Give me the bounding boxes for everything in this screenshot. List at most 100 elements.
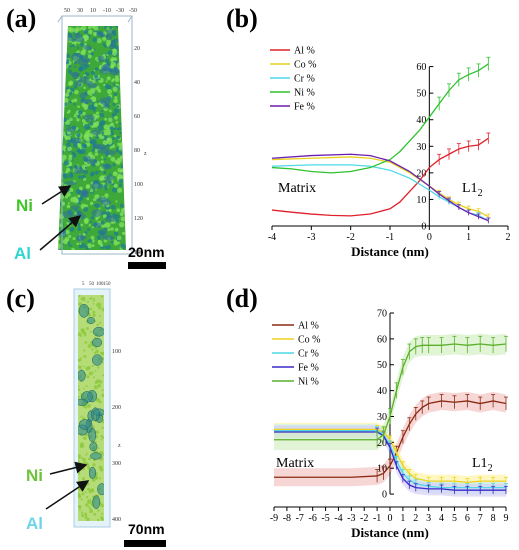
atom-dot (88, 104, 94, 111)
precipitate (89, 442, 98, 452)
atom-dot (88, 29, 93, 35)
precipitate (102, 235, 115, 241)
precipitate (70, 137, 82, 144)
atom-dot (93, 351, 97, 355)
panel-a-scale-bar (128, 262, 166, 269)
atom-dot (61, 145, 67, 150)
precipitate (81, 58, 91, 63)
precipitate (64, 181, 77, 186)
atom-dot (83, 86, 86, 90)
atom-dot (116, 208, 121, 212)
atom-dot (83, 169, 88, 175)
atom-dot (74, 90, 79, 95)
top-tick-label: -30 (116, 8, 124, 14)
atom-dot (87, 344, 92, 349)
atom-dot (94, 74, 99, 79)
x-tick-label: 7 (478, 513, 483, 524)
atom-dot (100, 438, 103, 441)
x-tick-label: 0 (388, 513, 393, 524)
atom-dot (110, 227, 114, 231)
atom-dot (67, 69, 73, 74)
z-tick-label: 60 (134, 114, 140, 120)
atom-dot (93, 512, 97, 516)
atom-dot (78, 302, 82, 306)
atom-dot (92, 425, 95, 429)
atom-dot (104, 222, 111, 228)
atom-dot (115, 83, 119, 86)
atom-dot (91, 478, 96, 482)
atom-dot (94, 170, 99, 175)
atom-dot (96, 518, 100, 521)
panel-b-label: (b) (226, 4, 258, 33)
atom-dot (69, 117, 73, 122)
l12-subscript: 2 (478, 188, 483, 199)
atom-dot (113, 183, 118, 188)
atom-dot (102, 357, 104, 361)
x-tick-label: 1 (400, 513, 405, 524)
precipitate (79, 92, 87, 99)
atom-dot (85, 385, 88, 388)
atom-dot (103, 179, 107, 182)
atom-dot (83, 365, 85, 368)
precipitate (76, 234, 84, 242)
atom-dot (118, 127, 122, 131)
atom-dot (93, 103, 98, 107)
atom-dot (118, 146, 123, 151)
atom-dot (87, 499, 91, 504)
atom-dot (83, 333, 87, 337)
atom-dot (76, 242, 79, 246)
panel-c-top-ticks: 5 50 100 150 (82, 282, 111, 287)
atom-dot (78, 388, 81, 391)
atom-dot (79, 150, 83, 154)
precipitate (83, 44, 92, 51)
x-tick-label: -3 (307, 232, 315, 243)
atom-dot (82, 417, 86, 420)
atom-dot (98, 121, 104, 127)
atom-dot (102, 453, 104, 456)
precipitate (91, 407, 100, 422)
atom-dot (103, 120, 106, 124)
atom-dot (96, 323, 99, 327)
atom-dot (76, 132, 81, 138)
atom-dot (69, 100, 72, 104)
atom-dot (112, 32, 117, 37)
series-line-cr (274, 430, 506, 489)
atom-dot (73, 115, 76, 118)
atom-dot (106, 244, 111, 250)
precipitate (70, 205, 81, 210)
series-line-fe (274, 431, 506, 491)
x-tick-label: -5 (321, 513, 329, 524)
atom-dot (85, 184, 91, 189)
precipitate (103, 103, 110, 109)
precipitate (101, 163, 112, 170)
atom-dot (103, 83, 106, 87)
atom-dot (89, 238, 93, 243)
atom-dot (116, 135, 120, 140)
atom-dot (95, 135, 99, 139)
x-tick-label: 0 (427, 232, 432, 243)
atom-dot (122, 231, 126, 235)
x-tick-label: -1 (373, 513, 381, 524)
x-axis-label: Distance (nm) (351, 525, 429, 540)
atom-dot (102, 36, 107, 41)
atom-dot (82, 119, 86, 123)
precipitate (86, 158, 98, 165)
atom-dot (108, 209, 112, 212)
precipitate (104, 215, 117, 223)
atom-dot (100, 160, 104, 164)
atom-dot (102, 140, 108, 146)
atom-dot (106, 139, 113, 145)
top-tick-label: -50 (129, 8, 137, 14)
atom-dot (83, 144, 88, 149)
atom-dot (89, 189, 94, 193)
atom-dot (116, 157, 122, 163)
atom-dot (102, 361, 104, 364)
atom-dot (100, 135, 105, 140)
atom-dot (83, 349, 86, 352)
atom-dot (114, 77, 120, 83)
precipitate (78, 76, 90, 82)
precipitate (80, 99, 92, 104)
atom-dot (106, 131, 112, 136)
atom-dot (80, 442, 84, 446)
